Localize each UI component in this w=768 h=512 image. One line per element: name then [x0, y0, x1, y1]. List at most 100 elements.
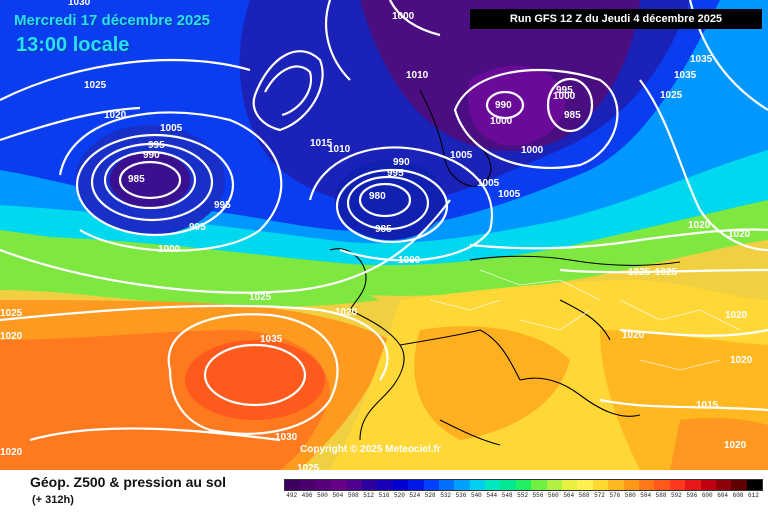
color-scale-label: 604 [717, 492, 729, 499]
color-scale-label: 576 [609, 492, 621, 499]
isobar-label: 1005 [498, 189, 521, 200]
color-scale-cell [346, 480, 362, 490]
color-scale-label: 596 [686, 492, 698, 499]
isobar-label: 990 [495, 100, 512, 111]
isobar-label: 1000 [392, 11, 415, 22]
color-scale-label: 588 [655, 492, 667, 499]
isobar-label: 995 [214, 200, 231, 211]
color-scale-label: 540 [470, 492, 482, 499]
isobar-label: 1005 [160, 123, 183, 134]
color-scale-label: 532 [440, 492, 451, 499]
isobar-label: 1000 [490, 116, 513, 127]
isobar-label: 980 [369, 191, 386, 202]
color-scale-cell [562, 480, 578, 490]
isobar-label: 1000 [553, 91, 576, 102]
valid-time: 13:00 locale [16, 34, 130, 56]
run-info: Run GFS 12 Z du Jeudi 4 décembre 2025 [470, 9, 762, 29]
isobar-label: 1020 [622, 330, 645, 341]
isobar-label: 1020 [724, 440, 747, 451]
color-scale-labels: 492 496 500 504 508 512 516 520 524 528 532 536 540 5… [284, 492, 761, 499]
color-scale-label: 504 [332, 492, 344, 499]
color-scale-label: 492 [286, 492, 298, 499]
color-scale-label: 516 [378, 492, 390, 499]
footer: Géop. Z500 & pression au sol (+ 312h) 49… [0, 470, 768, 512]
color-scale-label: 612 [748, 492, 759, 499]
isobar-label: 1015 [696, 400, 719, 411]
color-scale-cell [377, 480, 393, 490]
isobar-label: 1025 [297, 463, 320, 470]
color-scale-label: 600 [701, 492, 713, 499]
isobar-label: 1015 [310, 138, 333, 149]
isobar-label: 1000 [398, 255, 421, 266]
isobar-label: 985 [375, 224, 392, 235]
color-scale-label: 496 [301, 492, 313, 499]
color-scale-cell [715, 480, 732, 490]
color-scale-label: 524 [409, 492, 421, 499]
weather-map: 1030 1025 1020 1005 995 990 985 995 995 … [0, 0, 768, 470]
color-scale-label: 580 [624, 492, 636, 499]
isobar-label: 1005 [477, 178, 500, 189]
color-scale-label: 512 [363, 492, 375, 499]
isobar-label: 1025 [249, 292, 272, 303]
isobar-label: 995 [556, 85, 573, 96]
isobar-label: 985 [128, 174, 145, 185]
isobar-label: 1010 [406, 70, 429, 81]
isobar-label: 1020 [725, 310, 748, 321]
isobar-label: 1005 [450, 150, 473, 161]
isobar-label: 1020 [688, 220, 711, 231]
color-scale-cell [731, 480, 747, 490]
color-scale-cell [500, 480, 516, 490]
color-scale-cell [454, 480, 470, 490]
color-scale-label: 584 [640, 492, 652, 499]
isobar-label: 995 [148, 140, 165, 151]
color-scale-cell [423, 480, 439, 490]
isobar-label: 990 [393, 157, 410, 168]
isobar-label: 995 [189, 222, 206, 233]
isobar-label: 990 [143, 150, 160, 161]
color-scale-cell [623, 480, 639, 490]
isobar-label: 1035 [690, 54, 713, 65]
isobar-label: 1025 [0, 308, 23, 319]
isobar-label: 1000 [158, 244, 181, 255]
color-scale-cell [485, 480, 501, 490]
isobar-label: 1020 [0, 331, 23, 342]
color-scale-cell [515, 480, 532, 490]
color-scale-label: 544 [486, 492, 498, 499]
isobar-label: 1020 [335, 307, 358, 318]
color-scale-label: 552 [517, 492, 528, 499]
color-scale-cell [608, 480, 624, 490]
isobar-label: 1030 [275, 432, 298, 443]
isobar-label: 1020 [104, 110, 127, 121]
color-scale-cell [638, 480, 655, 490]
color-scale-cell [700, 480, 716, 490]
isobar-label: 1020 [0, 447, 23, 458]
color-scale-label: 608 [732, 492, 744, 499]
isobar-label: 1035 [674, 70, 697, 81]
color-scale-cell [654, 480, 670, 490]
color-scale-label: 568 [578, 492, 590, 499]
isobar-label: 1025 [660, 90, 683, 101]
isobar-label: 1025 [628, 267, 651, 278]
color-scale-cell [531, 480, 547, 490]
color-scale-cell [592, 480, 609, 490]
copyright: Copyright © 2025 Meteociel.fr [300, 444, 441, 455]
color-scale-label: 572 [594, 492, 605, 499]
color-scale-cell [408, 480, 424, 490]
isobar-label: 1035 [260, 334, 283, 345]
color-scale-label: 536 [455, 492, 467, 499]
color-scale-label: 560 [547, 492, 559, 499]
color-scale-label: 564 [563, 492, 575, 499]
isobar-label: 995 [387, 168, 404, 179]
valid-date: Mercredi 17 décembre 2025 [14, 12, 210, 29]
color-scale-cell [546, 480, 563, 490]
isobar-label: 1030 [68, 0, 91, 8]
color-scale-label: 592 [671, 492, 682, 499]
color-scale-cell [669, 480, 686, 490]
isobar-label: 1025 [84, 80, 107, 91]
color-scale-cell [685, 480, 701, 490]
forecast-hour: (+ 312h) [32, 494, 74, 506]
color-scale-cell [469, 480, 486, 490]
isobar-label: 985 [564, 110, 581, 121]
color-scale-cell [746, 480, 763, 490]
color-scale-cell [331, 480, 347, 490]
